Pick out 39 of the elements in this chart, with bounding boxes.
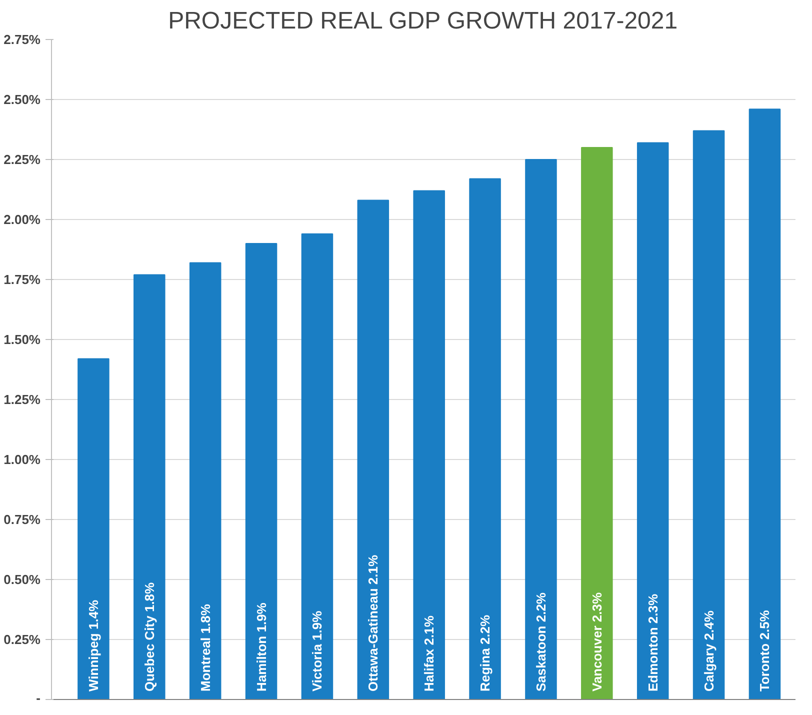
bar	[413, 190, 445, 700]
bar	[245, 243, 278, 700]
bar	[134, 274, 166, 700]
chart-title: PROJECTED REAL GDP GROWTH 2017-2021	[168, 8, 678, 34]
data-label: Toronto 2.5%	[757, 610, 772, 692]
y-tick-label: 1.00%	[4, 452, 41, 467]
y-tick-label: -	[36, 690, 41, 706]
data-label: Quebec City 1.8%	[142, 582, 157, 692]
data-label: Vancouver 2.3%	[589, 592, 604, 692]
data-label: Winnipeg 1.4%	[86, 599, 101, 692]
y-tick-label: 1.50%	[4, 332, 41, 347]
data-label: Saskatoon 2.2%	[533, 592, 548, 692]
bar	[301, 233, 334, 700]
bar	[78, 358, 110, 700]
y-tick-label: 2.00%	[4, 212, 41, 227]
data-label: Ottawa-Gatineau 2.1%	[366, 554, 381, 692]
y-tick-label: 0.75%	[4, 512, 41, 527]
y-tick-label: 2.50%	[4, 92, 41, 107]
y-tick-label: 2.75%	[4, 32, 41, 47]
bar	[357, 200, 390, 700]
bar	[636, 142, 669, 700]
data-label: Hamilton 1.9%	[254, 602, 269, 692]
bar	[692, 130, 725, 700]
data-label: Victoria 1.9%	[310, 610, 325, 692]
y-tick-label: 0.25%	[4, 632, 41, 647]
data-label: Edmonton 2.3%	[645, 594, 660, 692]
bar	[748, 108, 781, 700]
bar	[189, 262, 222, 700]
y-tick-label: 2.25%	[4, 152, 41, 167]
bar	[469, 178, 501, 700]
data-label: Halifax 2.1%	[422, 615, 437, 692]
y-tick-label: 0.50%	[4, 572, 41, 587]
data-label: Calgary 2.4%	[701, 610, 716, 692]
data-label: Montreal 1.8%	[198, 604, 213, 692]
data-label: Regina 2.2%	[478, 614, 493, 692]
bar	[581, 147, 613, 700]
y-tick-label: 1.75%	[4, 272, 41, 287]
bar	[525, 159, 557, 700]
y-tick-label: 1.25%	[4, 392, 41, 407]
